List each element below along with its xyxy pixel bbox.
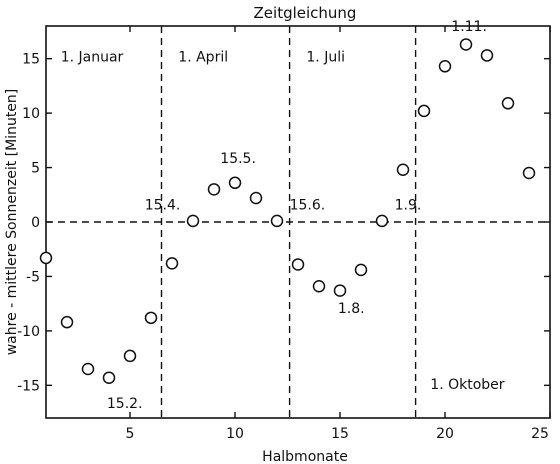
data-point-21 bbox=[459, 38, 473, 51]
y-tick-label: -10 bbox=[17, 324, 40, 340]
data-point-12 bbox=[270, 214, 284, 228]
chart-title: Zeitgleichung bbox=[254, 4, 357, 22]
region-label-3: 1. Juli bbox=[306, 49, 345, 65]
date-annotation-2: 15.4. bbox=[145, 198, 181, 214]
x-tick-label: 5 bbox=[126, 426, 135, 442]
date-annotation-3: 15.5. bbox=[220, 151, 256, 167]
region-labels: 1. Januar 1. April 1. Juli 1. Oktober bbox=[61, 49, 505, 393]
data-point-24 bbox=[522, 166, 536, 180]
y-tick-label: -15 bbox=[17, 378, 40, 394]
region-label-2: 1. April bbox=[178, 49, 228, 65]
y-axis-ticks: -15 -10 -5 0 5 10 15 bbox=[17, 52, 550, 394]
data-points bbox=[39, 38, 536, 384]
x-tick-label: 20 bbox=[436, 426, 454, 442]
x-axis-ticks: 5 10 15 20 25 bbox=[126, 26, 551, 442]
data-point-13 bbox=[291, 258, 305, 271]
date-annotation-1: 15.2. bbox=[107, 396, 143, 412]
data-point-19 bbox=[417, 104, 431, 118]
data-point-15 bbox=[333, 284, 347, 297]
data-point-6 bbox=[144, 311, 158, 325]
data-point-22 bbox=[480, 49, 494, 62]
data-point-7 bbox=[165, 257, 179, 270]
data-point-5 bbox=[123, 349, 137, 363]
y-axis-label: wahre - mittlere Sonnenzeit [Minuten] bbox=[4, 89, 20, 356]
x-tick-label: 25 bbox=[531, 426, 549, 442]
x-tick-label: 15 bbox=[331, 426, 349, 442]
data-point-2 bbox=[60, 315, 74, 329]
data-point-3 bbox=[81, 362, 95, 376]
data-point-4 bbox=[102, 371, 116, 384]
data-point-23 bbox=[501, 97, 515, 110]
region-label-1: 1. Januar bbox=[61, 49, 124, 65]
data-point-20 bbox=[438, 60, 452, 73]
data-point-10 bbox=[228, 176, 242, 190]
region-label-4: 1. Oktober bbox=[430, 377, 504, 393]
y-tick-label: 10 bbox=[22, 106, 40, 122]
date-annotation-4: 15.6. bbox=[290, 198, 326, 214]
data-point-18 bbox=[396, 163, 410, 176]
y-tick-label: 15 bbox=[22, 52, 40, 68]
data-point-8 bbox=[186, 214, 200, 228]
y-tick-label: -5 bbox=[26, 269, 40, 285]
data-point-16 bbox=[354, 263, 368, 277]
data-point-14 bbox=[312, 279, 326, 293]
month-boundary-lines bbox=[160, 26, 417, 418]
y-tick-label: 5 bbox=[31, 161, 40, 177]
data-point-9 bbox=[207, 183, 221, 196]
x-tick-label: 10 bbox=[226, 426, 244, 442]
data-point-1 bbox=[39, 251, 53, 265]
data-point-17 bbox=[375, 214, 389, 228]
date-annotation-7: 1.11. bbox=[451, 19, 487, 35]
y-tick-label: 0 bbox=[31, 215, 40, 231]
data-point-11 bbox=[249, 191, 263, 205]
date-annotation-6: 1.9. bbox=[395, 198, 422, 214]
x-axis-label: Halbmonate bbox=[262, 449, 348, 464]
date-annotation-5: 1.8. bbox=[338, 301, 365, 317]
date-annotations: 15.2. 15.4. 15.5. 15.6. 1.8. 1.9. 1.11. bbox=[107, 19, 487, 412]
